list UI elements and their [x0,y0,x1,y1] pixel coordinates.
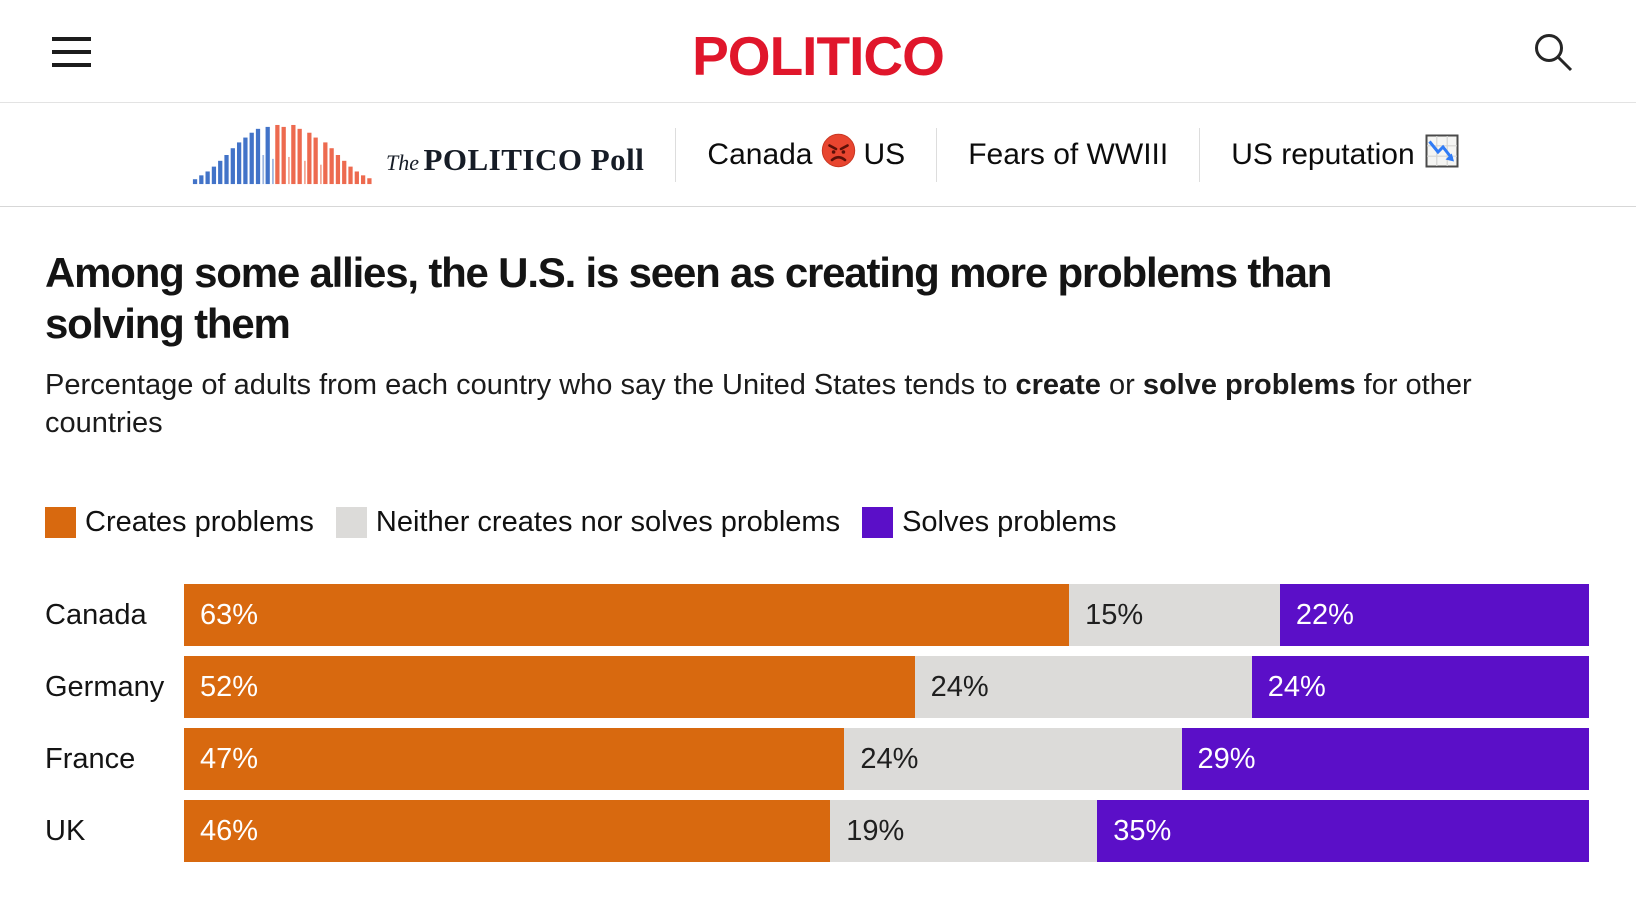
title-line-2: solving them [45,300,291,347]
bar-segment: 24% [914,656,1252,718]
angry-face-emoji [821,133,856,176]
bar-value-label: 15% [1085,598,1144,631]
subtitle-bold-text: solve problems [1142,369,1356,401]
poll-logo-the: The [386,149,419,175]
nav-item-fears-of-wwiii[interactable]: Fears of WWIII [968,138,1168,172]
legend-item: Creates problems [45,506,314,539]
top-header: POLITICO [0,0,1636,103]
bar-segment: 47% [184,728,845,790]
category-label: Canada [45,598,147,631]
subtitle-text: or [1100,369,1143,401]
bar-value-label: 24% [930,670,989,703]
bar-segment: 19% [830,800,1098,862]
nav-divider [936,127,938,182]
poll-bell-curve-icon [192,124,372,184]
bar-value-label: 24% [860,742,919,775]
nav-divider [1199,127,1201,182]
nav-divider [675,127,677,182]
nav-item-label: US reputation [1231,137,1415,171]
stacked-bar: 52% 24% 24% [184,656,1589,718]
nav-item-label: Canada [707,137,813,171]
poll-logo-text: The POLITICO Poll [386,142,644,186]
chart-row: Germany 52% 24% 24% [45,656,1589,718]
bar-value-label: 46% [200,814,259,847]
chart-subtitle: Percentage of adults from each country w… [45,366,1490,442]
bar-value-label: 24% [1267,670,1326,703]
menu-button[interactable] [52,37,91,68]
subtitle-bold-text: create [1015,369,1101,401]
title-line-1: Among some allies, the U.S. is seen as c… [45,249,1332,296]
stacked-bar: 63% 15% 22% [184,584,1589,646]
chart-row: UK 46% 19% 35% [45,800,1589,862]
bar-segment: 63% [184,584,1070,646]
poll-logo-main: POLITICO Poll [423,141,645,177]
bar-value-label: 47% [200,742,259,775]
bar-segment: 46% [184,800,831,862]
stacked-bar: 46% 19% 35% [184,800,1589,862]
legend-label: Solves problems [902,506,1117,538]
bar-value-label: 63% [200,598,259,631]
bar-segment: 24% [844,728,1182,790]
bar-segment: 35% [1097,800,1589,862]
stacked-bar-chart: Canada 63% 15% 22% Germany 52% 24% 24% France 47%… [45,584,1589,862]
chart-decreasing-emoji [1425,134,1459,176]
bar-segment: 24% [1251,656,1589,718]
category-label: Germany [45,670,165,703]
legend-swatch [45,507,76,538]
article: Among some allies, the U.S. is seen as c… [0,247,1636,862]
bar-value-label: 29% [1197,742,1256,775]
chart-rows: Canada 63% 15% 22% Germany 52% 24% 24% France 47%… [45,584,1589,862]
chart-legend: Creates problems Neither creates nor solv… [45,506,1589,539]
chart-row: Canada 63% 15% 22% [45,584,1589,646]
stacked-bar: 47% 24% 29% [184,728,1589,790]
politico-poll-logo[interactable]: The POLITICO Poll [190,124,644,186]
category-label: France [45,742,136,775]
page-title: Among some allies, the U.S. is seen as c… [45,247,1589,349]
legend-label: Neither creates nor solves problems [375,506,841,538]
nav-item-label: US [863,137,906,171]
bar-value-label: 19% [846,814,905,847]
nav-item-canada-vs-us[interactable]: Canada US [707,133,905,176]
legend-swatch [335,507,367,538]
hamburger-icon [52,37,91,41]
bar-value-label: 22% [1295,598,1354,631]
bar-segment: 15% [1069,584,1280,646]
nav-item-label: Fears of WWIII [968,137,1169,171]
legend-label: Creates problems [85,506,314,538]
nav-item-us-reputation[interactable]: US reputation [1231,134,1459,176]
legend-swatch [862,507,894,538]
poll-subnav: The POLITICO Poll Canada US Fears of WWI… [0,103,1636,207]
legend-item: Solves problems [862,506,1116,539]
search-button[interactable] [1530,29,1576,75]
legend-item: Neither creates nor solves problems [335,506,841,539]
politico-logo[interactable]: POLITICO [692,25,945,87]
subtitle-text: Percentage of adults from each country w… [45,369,1016,401]
bar-segment: 52% [184,656,915,718]
chart-row: France 47% 24% 29% [45,728,1589,790]
category-label: UK [45,814,86,847]
bar-value-label: 52% [200,670,259,703]
subtitle-text: for other countries [45,369,1472,439]
search-icon [1535,34,1573,72]
bar-segment: 29% [1181,728,1589,790]
bar-value-label: 35% [1113,814,1172,847]
bar-segment: 22% [1279,584,1589,646]
